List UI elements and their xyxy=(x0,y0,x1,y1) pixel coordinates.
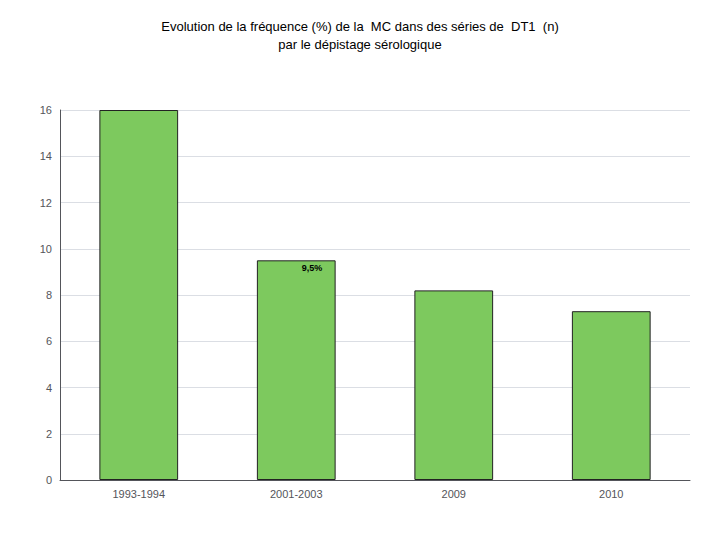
svg-text:14: 14 xyxy=(40,150,52,162)
svg-text:2: 2 xyxy=(46,428,52,440)
svg-text:2009: 2009 xyxy=(442,488,466,500)
svg-text:10: 10 xyxy=(40,243,52,255)
svg-text:Evolution de la fréquence (%): Evolution de la fréquence (%) de la MC d… xyxy=(161,19,558,34)
svg-text:8: 8 xyxy=(46,289,52,301)
svg-text:9,5%: 9,5% xyxy=(302,263,323,273)
svg-text:0: 0 xyxy=(46,474,52,486)
svg-text:par le dépistage sérologique: par le dépistage sérologique xyxy=(278,37,441,52)
svg-text:16: 16 xyxy=(40,104,52,116)
svg-text:6: 6 xyxy=(46,335,52,347)
svg-text:1993-1994: 1993-1994 xyxy=(112,488,165,500)
svg-text:12: 12 xyxy=(40,197,52,209)
svg-text:2010: 2010 xyxy=(599,488,623,500)
svg-text:2001-2003: 2001-2003 xyxy=(270,488,323,500)
svg-text:4: 4 xyxy=(46,382,52,394)
